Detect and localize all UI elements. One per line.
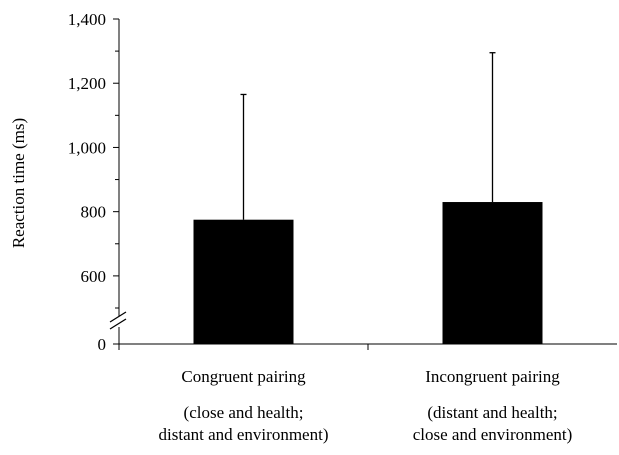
axis-break-gap <box>109 316 129 327</box>
x-category-sublabel: (distant and health; <box>427 403 557 422</box>
y-tick-label: 600 <box>81 267 107 286</box>
y-tick-label: 800 <box>81 203 107 222</box>
y-tick-label: 1,000 <box>68 138 106 157</box>
y-tick-label: 0 <box>98 335 107 354</box>
x-category-label: Congruent pairing <box>181 367 306 386</box>
bar <box>193 219 294 344</box>
x-category-label: Incongruent pairing <box>425 367 560 386</box>
x-category-sublabel: distant and environment) <box>159 425 329 444</box>
bar <box>442 202 543 344</box>
y-tick-label: 1,200 <box>68 74 106 93</box>
y-axis-label: Reaction time (ms) <box>9 118 28 248</box>
axis-break-mark <box>109 311 127 323</box>
x-category-sublabel: (close and health; <box>184 403 304 422</box>
axis-break-mark <box>109 318 127 330</box>
y-tick-label: 1,400 <box>68 10 106 29</box>
x-category-sublabel: close and environment) <box>413 425 573 444</box>
